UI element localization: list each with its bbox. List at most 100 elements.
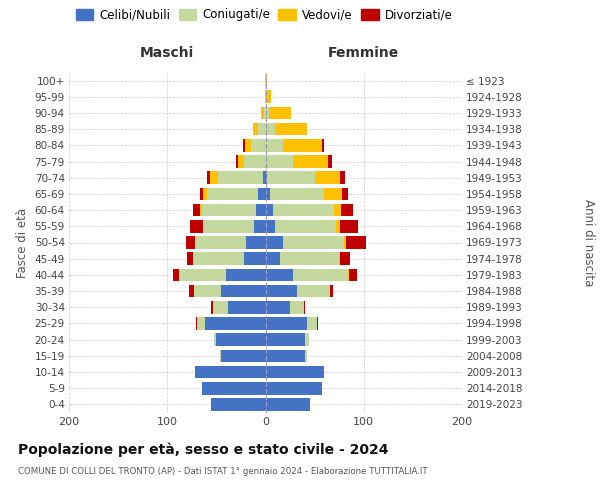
Bar bbox=[265, 172, 268, 184]
Bar bbox=[283, 139, 322, 151]
Bar bbox=[275, 123, 307, 136]
Bar bbox=[211, 172, 218, 184]
Bar bbox=[245, 139, 251, 151]
Bar bbox=[339, 252, 340, 265]
Bar bbox=[265, 188, 271, 200]
Bar bbox=[328, 155, 332, 168]
Bar bbox=[205, 317, 265, 330]
Bar bbox=[211, 301, 214, 314]
Bar bbox=[196, 317, 197, 330]
Bar bbox=[305, 334, 309, 346]
Bar bbox=[331, 285, 333, 298]
Bar bbox=[314, 172, 340, 184]
Bar bbox=[297, 285, 331, 298]
Bar bbox=[220, 350, 221, 362]
Text: Femmine: Femmine bbox=[328, 46, 400, 60]
Bar bbox=[322, 139, 325, 151]
Bar bbox=[200, 188, 203, 200]
Bar bbox=[293, 268, 348, 281]
Bar bbox=[206, 172, 211, 184]
Legend: Celibi/Nubili, Coniugati/e, Vedovi/e, Divorziati/e: Celibi/Nubili, Coniugati/e, Vedovi/e, Di… bbox=[76, 8, 452, 22]
Bar bbox=[214, 301, 228, 314]
Bar bbox=[265, 252, 280, 265]
Text: Maschi: Maschi bbox=[140, 46, 194, 60]
Bar bbox=[336, 220, 340, 232]
Bar bbox=[283, 236, 344, 249]
Bar bbox=[217, 334, 265, 346]
Bar bbox=[265, 106, 269, 120]
Bar bbox=[260, 106, 263, 120]
Bar bbox=[214, 334, 217, 346]
Bar bbox=[244, 252, 265, 265]
Bar bbox=[251, 139, 265, 151]
Bar bbox=[257, 123, 265, 136]
Bar bbox=[193, 204, 200, 216]
Bar bbox=[293, 155, 328, 168]
Bar bbox=[346, 236, 366, 249]
Text: COMUNE DI COLLI DEL TRONTO (AP) - Dati ISTAT 1° gennaio 2024 - Elaborazione TUTT: COMUNE DI COLLI DEL TRONTO (AP) - Dati I… bbox=[18, 468, 428, 476]
Bar bbox=[348, 268, 349, 281]
Bar bbox=[253, 123, 257, 136]
Bar bbox=[325, 188, 342, 200]
Bar bbox=[290, 301, 304, 314]
Bar bbox=[218, 172, 263, 184]
Bar bbox=[190, 220, 203, 232]
Bar bbox=[349, 268, 357, 281]
Bar bbox=[340, 172, 345, 184]
Bar bbox=[341, 204, 353, 216]
Bar bbox=[274, 204, 334, 216]
Bar bbox=[265, 301, 290, 314]
Bar bbox=[265, 204, 274, 216]
Bar bbox=[265, 366, 325, 378]
Bar bbox=[304, 301, 305, 314]
Bar bbox=[268, 172, 314, 184]
Bar bbox=[200, 204, 202, 216]
Bar bbox=[263, 172, 265, 184]
Bar bbox=[243, 139, 245, 151]
Bar bbox=[275, 220, 336, 232]
Bar bbox=[238, 155, 244, 168]
Bar bbox=[194, 285, 221, 298]
Bar bbox=[265, 236, 283, 249]
Bar bbox=[265, 139, 283, 151]
Bar bbox=[193, 252, 244, 265]
Bar bbox=[340, 220, 358, 232]
Bar bbox=[244, 155, 265, 168]
Bar bbox=[344, 236, 346, 249]
Bar bbox=[269, 106, 291, 120]
Bar bbox=[265, 74, 268, 87]
Bar bbox=[211, 398, 265, 410]
Bar bbox=[265, 285, 297, 298]
Bar bbox=[265, 398, 310, 410]
Bar bbox=[221, 350, 265, 362]
Bar bbox=[236, 155, 238, 168]
Bar bbox=[340, 252, 350, 265]
Bar bbox=[179, 268, 226, 281]
Bar bbox=[265, 90, 266, 103]
Bar bbox=[265, 382, 322, 394]
Bar bbox=[280, 252, 339, 265]
Bar bbox=[189, 285, 194, 298]
Y-axis label: Fasce di età: Fasce di età bbox=[16, 208, 29, 278]
Bar bbox=[195, 236, 246, 249]
Bar bbox=[265, 155, 293, 168]
Bar bbox=[271, 188, 325, 200]
Bar bbox=[206, 188, 257, 200]
Bar bbox=[186, 236, 195, 249]
Bar bbox=[307, 317, 317, 330]
Bar bbox=[254, 220, 265, 232]
Bar bbox=[265, 350, 305, 362]
Bar bbox=[226, 268, 265, 281]
Bar bbox=[265, 334, 305, 346]
Y-axis label: Anni di nascita: Anni di nascita bbox=[582, 199, 595, 286]
Bar bbox=[202, 204, 256, 216]
Bar bbox=[342, 188, 348, 200]
Bar bbox=[203, 220, 254, 232]
Bar bbox=[334, 204, 341, 216]
Bar bbox=[246, 236, 265, 249]
Bar bbox=[228, 301, 265, 314]
Bar bbox=[265, 220, 275, 232]
Bar bbox=[197, 317, 205, 330]
Bar bbox=[173, 268, 179, 281]
Bar bbox=[263, 106, 265, 120]
